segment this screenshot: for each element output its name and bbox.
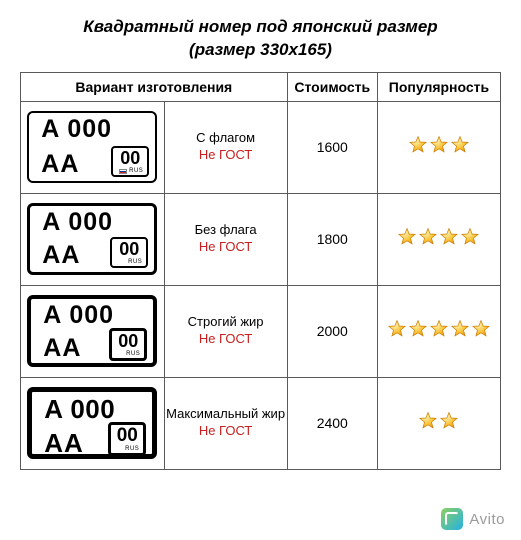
star-icon (450, 319, 470, 339)
stars-row (408, 135, 470, 155)
option-cell: С флагомНе ГОСТ (164, 101, 287, 193)
popularity-cell (377, 377, 500, 469)
star-icon (429, 319, 449, 339)
option-cell: Строгий жирНе ГОСТ (164, 285, 287, 377)
plate-region-box: 00RUS (111, 146, 149, 177)
star-icon (408, 135, 428, 155)
flag-icon (119, 169, 127, 174)
plate-region-number: 00 (117, 426, 138, 445)
star-icon (471, 319, 491, 339)
plate-top-text: A 000 (35, 117, 149, 142)
col-popularity: Популярность (377, 72, 500, 101)
star-icon (387, 319, 407, 339)
plate-rus-label: RUS (119, 168, 143, 174)
star-icon (429, 135, 449, 155)
star-icon (418, 227, 438, 247)
star-icon (408, 319, 428, 339)
option-name: Максимальный жир (166, 406, 286, 423)
stars-row (387, 319, 491, 339)
table-row: A 000 AA 00RUS Строгий жирНе ГОСТ2000 (21, 285, 501, 377)
plate-aa-text: AA (38, 430, 84, 456)
popularity-cell (377, 193, 500, 285)
plate-cell: A 000 AA 00RUS (21, 101, 165, 193)
option-name: С флагом (166, 130, 286, 147)
price-cell: 2000 (287, 285, 377, 377)
stars-row (418, 411, 459, 431)
option-name: Без флага (166, 222, 286, 239)
license-plate: A 000 AA 00RUS (27, 111, 157, 183)
option-gost: Не ГОСТ (166, 423, 286, 440)
plate-region-number: 00 (118, 332, 138, 350)
star-icon (450, 135, 470, 155)
plate-top-text: A 000 (36, 210, 148, 235)
col-price: Стоимость (287, 72, 377, 101)
table-row: A 000 AA 00RUS Максимальный жирНе ГОСТ2400 (21, 377, 501, 469)
pricing-table: Вариант изготовления Стоимость Популярно… (20, 72, 501, 470)
table-row: A 000 AA 00RUS Без флагаНе ГОСТ1800 (21, 193, 501, 285)
license-plate: A 000 AA 00RUS (27, 203, 157, 275)
price-cell: 1600 (287, 101, 377, 193)
license-plate: A 000 AA 00RUS (27, 295, 157, 367)
plate-cell: A 000 AA 00RUS (21, 377, 165, 469)
star-icon (418, 411, 438, 431)
star-icon (460, 227, 480, 247)
plate-top-text: A 000 (37, 303, 147, 328)
plate-region-box: 00RUS (108, 422, 146, 456)
title-line-2: (размер 330х165) (189, 40, 332, 59)
plate-top-text: A 000 (38, 396, 146, 422)
plate-rus-label: RUS (125, 446, 139, 452)
popularity-cell (377, 285, 500, 377)
option-cell: Максимальный жирНе ГОСТ (164, 377, 287, 469)
option-gost: Не ГОСТ (166, 147, 286, 164)
watermark-text: Avito (469, 511, 505, 528)
plate-region-number: 00 (120, 149, 140, 167)
plate-region-box: 00RUS (110, 237, 148, 268)
star-icon (439, 411, 459, 431)
option-gost: Не ГОСТ (166, 239, 286, 256)
plate-aa-text: AA (36, 243, 80, 268)
plate-cell: A 000 AA 00RUS (21, 193, 165, 285)
title-line-1: Квадратный номер под японский размер (83, 17, 437, 36)
table-row: A 000 AA 00RUS С флагомНе ГОСТ1600 (21, 101, 501, 193)
avito-logo-icon (441, 508, 463, 530)
price-cell: 1800 (287, 193, 377, 285)
option-cell: Без флагаНе ГОСТ (164, 193, 287, 285)
page-title: Квадратный номер под японский размер (ра… (20, 16, 501, 62)
price-cell: 2400 (287, 377, 377, 469)
col-variant: Вариант изготовления (21, 72, 288, 101)
plate-region-box: 00RUS (109, 328, 147, 361)
plate-aa-text: AA (37, 336, 81, 361)
plate-cell: A 000 AA 00RUS (21, 285, 165, 377)
plate-region-number: 00 (119, 240, 139, 258)
option-name: Строгий жир (166, 314, 286, 331)
plate-rus-label: RUS (126, 351, 140, 357)
option-gost: Не ГОСТ (166, 331, 286, 348)
license-plate: A 000 AA 00RUS (27, 387, 157, 459)
popularity-cell (377, 101, 500, 193)
plate-aa-text: AA (35, 152, 79, 177)
star-icon (439, 227, 459, 247)
stars-row (397, 227, 480, 247)
plate-rus-label: RUS (128, 259, 142, 265)
watermark: Avito (441, 508, 505, 530)
star-icon (397, 227, 417, 247)
